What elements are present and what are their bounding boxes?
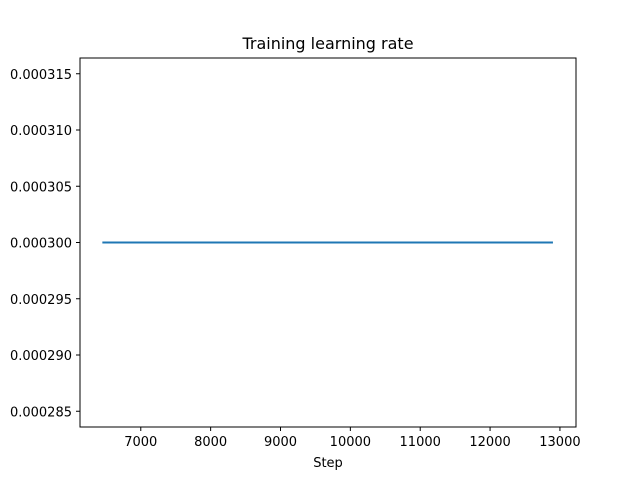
x-tick-label: 7000 (124, 435, 157, 450)
y-tick-label: 0.000300 (10, 237, 72, 252)
y-tick-label: 0.000305 (10, 180, 72, 195)
x-tick-label: 10000 (330, 435, 371, 450)
y-tick-label: 0.000310 (10, 124, 72, 139)
y-tick-label: 0.000285 (10, 405, 72, 420)
x-tick-label: 11000 (400, 435, 441, 450)
chart-title: Training learning rate (241, 34, 413, 53)
y-tick-label: 0.000315 (10, 68, 72, 83)
y-tick-label: 0.000290 (10, 349, 72, 364)
y-axis: 0.000285 0.000290 0.000295 0.000300 0.000305… (10, 68, 80, 420)
x-axis: 7000 8000 9000 10000 11000 12000 13000 (124, 427, 581, 450)
x-tick-label: 8000 (194, 435, 227, 450)
x-tick-label: 12000 (469, 435, 510, 450)
x-axis-label: Step (313, 456, 343, 471)
plot-frame (79, 57, 577, 428)
y-tick-label: 0.000295 (10, 293, 72, 308)
x-tick-label: 9000 (264, 435, 297, 450)
x-tick-label: 13000 (539, 435, 580, 450)
